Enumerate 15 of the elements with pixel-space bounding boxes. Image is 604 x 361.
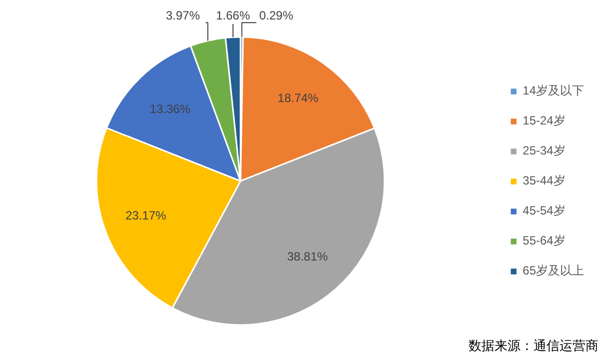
legend-label: 15-24岁 — [522, 112, 566, 129]
legend-label: 25-34岁 — [522, 142, 566, 159]
data-label: 18.74% — [278, 91, 319, 106]
source-note: 数据来源：通信运营商 — [468, 338, 599, 353]
legend-label: 14岁及以下 — [522, 82, 584, 99]
legend-label: 35-44岁 — [522, 172, 566, 189]
data-label: 13.36% — [150, 102, 191, 116]
legend-label: 55-64岁 — [522, 232, 566, 249]
data-label: 23.17% — [125, 208, 166, 223]
data-label: 38.81% — [287, 249, 328, 264]
data-label: 3.97% — [166, 8, 200, 23]
legend-label: 45-54岁 — [522, 202, 566, 219]
data-label: 1.66% — [216, 8, 250, 23]
legend-label: 65岁及以上 — [522, 262, 584, 279]
data-label: 0.29% — [259, 8, 294, 23]
